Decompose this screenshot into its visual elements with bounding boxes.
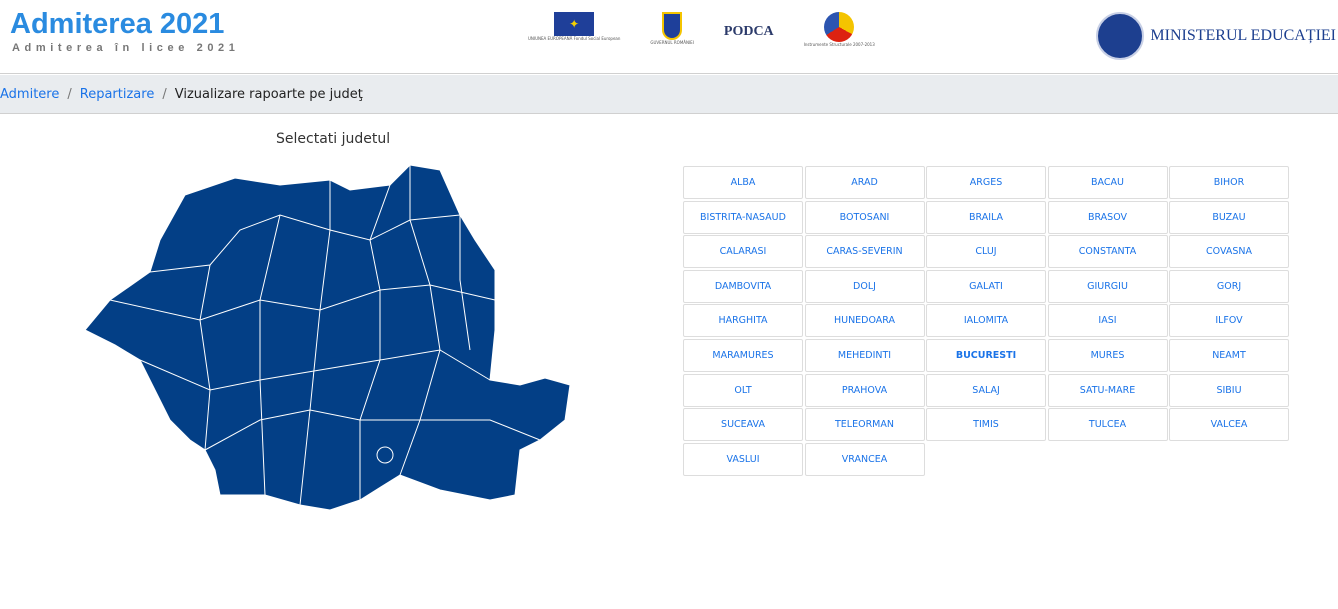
county-button-gorj[interactable]: GORJ [1169, 269, 1289, 303]
county-button-brasov[interactable]: BRASOV [1047, 200, 1168, 234]
county-button-bucuresti[interactable]: BUCURESTI [926, 338, 1046, 372]
county-button-alba[interactable]: ALBA [683, 166, 803, 199]
podca-logo: PODCA [723, 24, 774, 39]
county-button-salaj[interactable]: SALAJ [926, 373, 1046, 407]
county-button-buzau[interactable]: BUZAU [1169, 200, 1289, 234]
county-borders [109, 165, 541, 506]
county-button-ialomita[interactable]: IALOMITA [926, 304, 1046, 338]
structural-instruments-logo: Instrumente Structurale 2007-2013 [804, 12, 875, 47]
county-button-dolj[interactable]: DOLJ [804, 269, 925, 303]
county-button-grid: ALBA ARAD ARGES BACAU BIHOR BISTRITA-NASAUD BO… [683, 166, 1289, 476]
county-button-neamt[interactable]: NEAMT [1169, 338, 1289, 372]
county-button-bacau[interactable]: BACAU [1047, 166, 1168, 199]
county-button-calarasi[interactable]: CALARASI [683, 235, 803, 269]
county-button-cluj[interactable]: CLUJ [926, 235, 1046, 269]
county-button-arad[interactable]: ARAD [804, 166, 925, 199]
county-button-covasna[interactable]: COVASNA [1169, 235, 1289, 269]
county-button-caras-severin[interactable]: CARAS-SEVERIN [804, 235, 925, 269]
county-button-botosani[interactable]: BOTOSANI [804, 200, 925, 234]
site-subtitle: Admiterea în licee 2021 [12, 42, 240, 54]
county-button-giurgiu[interactable]: GIURGIU [1047, 269, 1168, 303]
county-button-dambovita[interactable]: DAMBOVITA [683, 269, 803, 303]
county-button-harghita[interactable]: HARGHITA [683, 304, 803, 338]
county-button-prahova[interactable]: PRAHOVA [804, 373, 925, 407]
site-title[interactable]: Admiterea 2021 [10, 8, 225, 40]
county-button-constanta[interactable]: CONSTANTA [1047, 235, 1168, 269]
county-button-mehedinti[interactable]: MEHEDINTI [804, 338, 925, 372]
county-button-sibiu[interactable]: SIBIU [1169, 373, 1289, 407]
county-button-arges[interactable]: ARGES [926, 166, 1046, 199]
map-title: Selectati judetul [276, 131, 391, 147]
county-button-mures[interactable]: MURES [1047, 338, 1168, 372]
county-button-hunedoara[interactable]: HUNEDOARA [804, 304, 925, 338]
government-seal-icon [1096, 12, 1145, 60]
breadcrumb-repartizare[interactable]: Repartizare [79, 87, 155, 102]
county-button-iasi[interactable]: IASI [1047, 304, 1168, 338]
partner-logos: ✦ UNIUNEA EUROPEANĂ Fondul Social Europea… [528, 12, 875, 47]
county-button-timis[interactable]: TIMIS [926, 408, 1046, 442]
county-button-vrancea[interactable]: VRANCEA [804, 442, 925, 476]
county-button-vaslui[interactable]: VASLUI [683, 442, 803, 476]
county-button-olt[interactable]: OLT [683, 373, 803, 407]
breadcrumb-current: Vizualizare rapoarte pe judeţ [174, 87, 363, 102]
county-button-valcea[interactable]: VALCEA [1169, 408, 1289, 442]
breadcrumb: Admitere / Repartizare / Vizualizare rapoart… [0, 75, 1338, 114]
romania-counties-map[interactable] [84, 164, 571, 511]
ministry-logo: MINISTERUL EDUCAȚIEI [1096, 12, 1336, 60]
county-button-braila[interactable]: BRAILA [926, 200, 1046, 234]
county-button-ilfov[interactable]: ILFOV [1169, 304, 1289, 338]
county-button-suceava[interactable]: SUCEAVA [683, 408, 803, 442]
county-button-satu-mare[interactable]: SATU-MARE [1047, 373, 1168, 407]
county-button-bistrita-nasaud[interactable]: BISTRITA-NASAUD [683, 200, 803, 234]
county-button-tulcea[interactable]: TULCEA [1047, 408, 1168, 442]
county-button-bihor[interactable]: BIHOR [1169, 166, 1289, 199]
eu-logo: ✦ UNIUNEA EUROPEANĂ Fondul Social Europea… [528, 12, 620, 41]
county-button-galati[interactable]: GALATI [926, 269, 1046, 303]
government-logo: GUVERNUL ROMÂNIEI [650, 12, 694, 45]
header: Admiterea 2021 Admiterea în licee 2021 ✦… [0, 0, 1338, 74]
breadcrumb-admitere[interactable]: Admitere [0, 87, 60, 102]
county-button-maramures[interactable]: MARAMURES [683, 338, 803, 372]
county-button-teleorman[interactable]: TELEORMAN [804, 408, 925, 442]
